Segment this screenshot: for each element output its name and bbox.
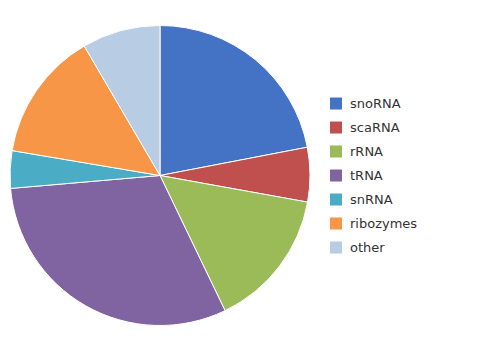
legend-swatch bbox=[330, 122, 342, 134]
slice bbox=[84, 26, 160, 176]
legend-swatch bbox=[330, 218, 342, 230]
slice bbox=[11, 176, 226, 326]
legend-label: other bbox=[350, 240, 385, 255]
legend-label: snoRNA bbox=[350, 96, 401, 111]
legend-swatch bbox=[330, 146, 342, 158]
legend-label: snRNA bbox=[350, 192, 393, 207]
chart: snoRNA scaRNA rRNA tRNA snRNA ribozymes other bbox=[0, 0, 500, 351]
pie bbox=[10, 26, 310, 326]
legend-swatch bbox=[330, 194, 342, 206]
legend-label: ribozymes bbox=[350, 216, 417, 231]
legend: snoRNA scaRNA rRNA tRNA snRNA ribozymes other bbox=[330, 96, 417, 255]
legend-label: scaRNA bbox=[350, 120, 400, 135]
legend-swatch bbox=[330, 98, 342, 110]
legend-label: rRNA bbox=[350, 144, 383, 159]
legend-swatch bbox=[330, 242, 342, 254]
legend-label: tRNA bbox=[350, 168, 383, 183]
legend-swatch bbox=[330, 170, 342, 182]
